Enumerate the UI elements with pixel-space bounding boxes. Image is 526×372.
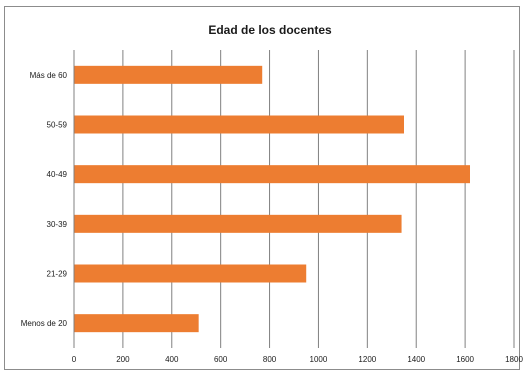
bar: [74, 115, 404, 134]
x-tick-label: 1200: [358, 355, 376, 364]
x-tick-label: 1800: [505, 355, 523, 364]
bar: [74, 264, 307, 283]
category-label: Más de 60: [30, 71, 68, 80]
x-tick-label: 0: [72, 355, 77, 364]
bar: [74, 214, 402, 233]
grid-layer: [122, 50, 515, 348]
x-tick-label: 1400: [407, 355, 425, 364]
x-tick-label: 1600: [456, 355, 474, 364]
x-tick-label: 800: [263, 355, 277, 364]
bar: [74, 314, 199, 333]
category-label: 50-59: [47, 121, 68, 130]
bar: [74, 165, 470, 184]
chart-title: Edad de los docentes: [208, 23, 332, 37]
x-tick-label: 200: [116, 355, 130, 364]
x-tick-label: 600: [214, 355, 228, 364]
x-tick-label: 400: [165, 355, 179, 364]
x-tick-label-layer: 0 200 400 600 800 1000 1200 1400 1600 1800: [72, 355, 524, 364]
bar: [74, 65, 263, 84]
category-label-layer: Más de 60 50-59 40-49 30-39 21-29 Menos de 20: [21, 71, 68, 328]
x-tick-label: 1000: [310, 355, 328, 364]
category-label: 30-39: [47, 220, 68, 229]
bar-layer: [74, 65, 470, 333]
category-label: 40-49: [47, 170, 68, 179]
category-label: 21-29: [47, 270, 68, 279]
category-label: Menos de 20: [21, 319, 68, 328]
